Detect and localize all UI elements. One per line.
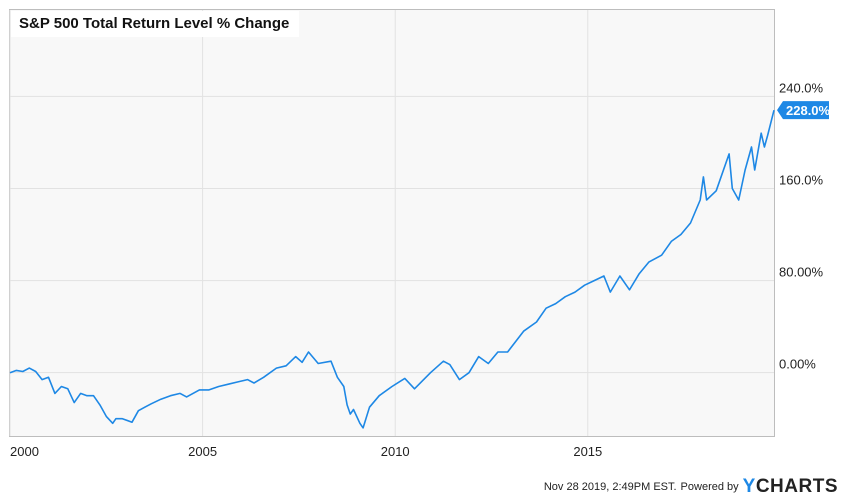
y-tick-label: 240.0% — [779, 80, 824, 95]
x-axis-ticks: 2000 2005 2010 2015 — [10, 444, 602, 459]
footer-timestamp: Nov 28 2019, 2:49PM EST. — [543, 481, 677, 493]
chart-footer: Nov 28 2019, 2:49PM EST. Powered by YCHA… — [544, 476, 838, 498]
ycharts-logo[interactable]: YCHARTS — [743, 476, 838, 498]
last-value-label: 228.0% — [786, 103, 831, 118]
last-value-badge: 228.0% — [777, 101, 831, 120]
ycharts-logo-rest: CHARTS — [755, 476, 838, 497]
y-axis-ticks: 240.0% 160.0% 80.00% 0.00% — [779, 80, 824, 371]
y-tick-label: 80.00% — [779, 265, 824, 280]
x-tick-label: 2010 — [381, 444, 410, 459]
x-tick-label: 2000 — [10, 444, 39, 459]
ycharts-logo-y: Y — [742, 476, 756, 497]
footer-powered-by: Powered by — [680, 481, 739, 493]
y-tick-label: 160.0% — [779, 172, 824, 187]
chart-title: S&P 500 Total Return Level % Change — [11, 11, 300, 37]
chart-plot-area — [9, 9, 775, 437]
y-tick-label: 0.00% — [779, 357, 816, 372]
x-tick-label: 2015 — [573, 444, 602, 459]
last-value-badge-shape — [777, 101, 829, 120]
x-tick-label: 2005 — [188, 444, 217, 459]
series-line-sp500 — [9, 110, 775, 429]
grid-lines — [9, 10, 774, 436]
